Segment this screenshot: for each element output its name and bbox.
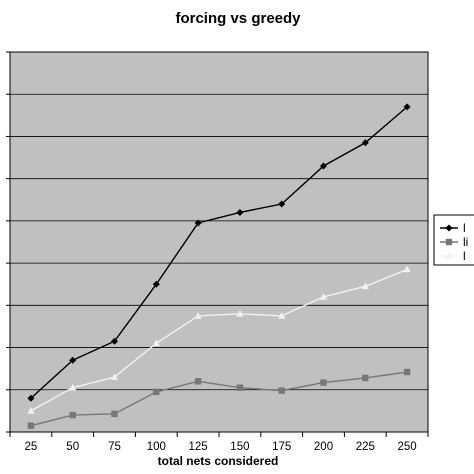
data-point [361, 139, 369, 147]
legend-label: l [463, 249, 466, 263]
x-axis-label: total nets considered [158, 454, 279, 468]
data-point [111, 337, 118, 345]
x-tick-label: 75 [108, 441, 121, 453]
data-point [445, 224, 453, 232]
data-point [27, 407, 35, 414]
data-point [236, 309, 244, 317]
data-point [278, 312, 286, 319]
x-tick-label: 25 [25, 441, 38, 453]
x-tick-label: 225 [356, 441, 375, 453]
plot-area [6, 51, 429, 437]
data-point [110, 373, 119, 380]
legend-label: l [463, 221, 466, 235]
data-point [152, 339, 160, 347]
data-point [69, 356, 77, 364]
x-tick-label: 250 [398, 441, 417, 453]
series-line [30, 106, 408, 399]
data-point [236, 384, 244, 391]
data-point [27, 394, 35, 402]
data-point [111, 410, 118, 418]
x-tick-label: 175 [272, 441, 291, 453]
x-tick-label: 150 [230, 441, 249, 453]
data-point [69, 411, 76, 419]
data-point [319, 293, 328, 300]
series-line [30, 268, 408, 412]
data-point [194, 219, 202, 227]
data-point [194, 378, 202, 385]
data-point [278, 200, 286, 208]
chart-title: forcing vs greedy [175, 10, 301, 27]
legend-label: li [463, 235, 468, 249]
x-tick-label: 50 [66, 441, 79, 453]
data-point [403, 265, 411, 273]
data-point [320, 379, 327, 386]
data-point [69, 383, 77, 391]
series-1 [27, 103, 411, 402]
data-point [361, 282, 369, 290]
data-point [278, 387, 285, 394]
x-tick-label: 125 [189, 441, 208, 453]
plot-background [9, 51, 429, 433]
x-tick-label: 200 [314, 441, 333, 453]
data-point [152, 280, 160, 288]
data-point [320, 162, 327, 170]
series-2 [27, 368, 411, 429]
data-point [194, 312, 202, 319]
data-point [403, 103, 411, 111]
data-point [27, 422, 35, 429]
series-line [30, 371, 408, 427]
data-point [362, 374, 369, 382]
x-axis-tick-labels: 25 50 75 100 125 150 175 200 225 250 [25, 441, 417, 453]
data-point [236, 208, 244, 216]
series-3 [27, 265, 411, 414]
data-point [153, 388, 160, 396]
data-point [403, 368, 411, 376]
data-point [445, 252, 453, 259]
data-point [445, 238, 453, 246]
x-tick-label: 100 [147, 441, 166, 453]
